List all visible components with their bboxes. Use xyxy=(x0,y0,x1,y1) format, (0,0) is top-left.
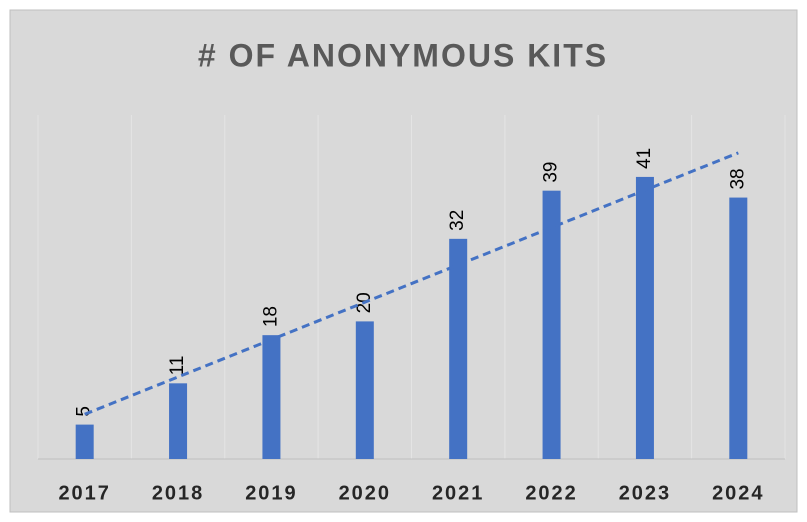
bar xyxy=(635,176,654,460)
x-tick-label: 2024 xyxy=(712,482,765,504)
chart-title: # OF ANONYMOUS KITS xyxy=(198,37,608,73)
x-tick-label: 2020 xyxy=(339,482,392,504)
bar xyxy=(355,321,374,459)
bar xyxy=(169,383,188,459)
data-label: 41 xyxy=(634,148,655,169)
bar xyxy=(262,335,281,459)
data-label: 39 xyxy=(541,162,562,183)
data-label: 38 xyxy=(727,168,748,189)
x-tick-label: 2021 xyxy=(432,482,485,504)
data-label: 11 xyxy=(167,356,188,376)
x-tick-label: 2018 xyxy=(152,482,205,504)
x-tick-label: 2017 xyxy=(58,482,111,504)
chart-background xyxy=(9,9,798,513)
bar xyxy=(449,238,468,459)
bar xyxy=(75,424,94,459)
x-tick-label: 2022 xyxy=(525,482,578,504)
bar xyxy=(729,197,748,459)
x-tick-label: 2023 xyxy=(619,482,672,504)
x-tick-label: 2019 xyxy=(245,482,298,504)
bar xyxy=(542,190,561,459)
trendline xyxy=(84,151,739,416)
data-label: 32 xyxy=(447,210,468,231)
data-label: 18 xyxy=(260,306,281,327)
data-label: 5 xyxy=(74,406,95,417)
